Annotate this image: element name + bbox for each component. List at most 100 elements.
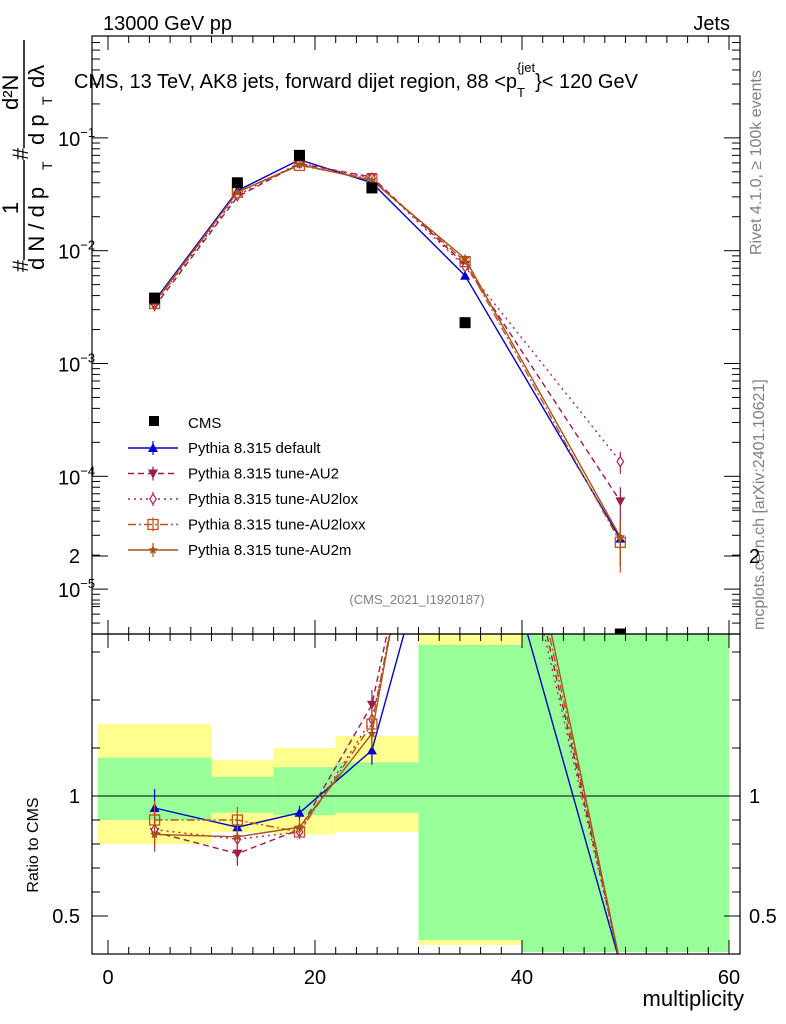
y-tick-label-base-1: 10	[58, 467, 80, 489]
y-tick-label-base-2: 10	[58, 354, 80, 376]
ratio-plot-frame	[91, 633, 741, 955]
title-main-text: CMS, 13 TeV, AK8 jets, forward dijet reg…	[74, 71, 517, 93]
title-main: CMS, 13 TeV, AK8 jets, forward dijet reg…	[74, 60, 639, 100]
ratio-line-series-0	[154, 634, 619, 954]
y-label-one: 1	[0, 202, 23, 214]
ratio-tick-label-left-1: 1	[69, 786, 80, 808]
cms-data-point-1	[231, 177, 243, 189]
main-marker-series-4-1	[232, 187, 243, 197]
green-band-1	[211, 776, 274, 813]
x-tick-label-2: 40	[511, 967, 533, 989]
legend: CMS Pythia 8.315 default Pythia 8.315 tun…	[128, 415, 366, 559]
legend-label-cms: CMS	[188, 415, 221, 432]
ratio-uncertainty-bands	[92, 634, 740, 952]
ratio-marker-series-1-1	[232, 849, 243, 859]
ratio-marker-series-4-3	[367, 728, 377, 738]
main-marker-series-4-3	[367, 175, 377, 185]
legend-entry-series-2: Pythia 8.315 tune-AU2lox	[128, 491, 359, 508]
green-band-4	[418, 644, 522, 940]
legend-entry-series-3: Pythia 8.315 tune-AU2loxx	[128, 517, 366, 534]
ratio-marker-series-4-0	[149, 829, 160, 839]
analysis-id: (CMS_2021_I1920187)	[349, 592, 484, 607]
legend-label-series-2: Pythia 8.315 tune-AU2lox	[188, 491, 359, 508]
legend-entry-series-0: Pythia 8.315 default	[128, 440, 321, 457]
energy-label: 13000 GeV pp	[103, 13, 232, 35]
main-marker-series-1-5	[615, 497, 626, 507]
mcplots-label: mcplots.cern.ch [arXiv:2401.10621]	[751, 379, 768, 630]
ratio-tick-label-left-2: 2	[69, 546, 80, 568]
y-label-numerator-den-sub: T	[39, 96, 55, 105]
x-tick-label-1: 20	[304, 967, 326, 989]
y-label-denominator: d N / d p	[24, 187, 49, 270]
ratio-marker-series-4-2	[294, 822, 305, 832]
main-line-series-2	[154, 162, 621, 463]
legend-marker-series-2	[149, 492, 157, 506]
y-tick-label-exp-3: −2	[80, 238, 95, 253]
cms-data-point-4	[459, 317, 471, 329]
y-label-lead: #	[8, 259, 33, 272]
title-sup: {jet	[517, 60, 535, 75]
cms-data-point-2	[293, 149, 305, 161]
y-tick-label-0: 10−5	[58, 576, 95, 602]
y-tick-label-base-3: 10	[58, 242, 80, 264]
legend-marker-cms	[149, 416, 159, 426]
cms-data-point-3	[366, 182, 378, 194]
y-label-denominator-sub: T	[39, 161, 55, 170]
legend-label-series-1: Pythia 8.315 tune-AU2	[188, 466, 339, 483]
ratio-tick-label-right-2: 2	[749, 546, 760, 568]
x-tick-label-3: 60	[718, 967, 740, 989]
y-tick-label-base-0: 10	[58, 580, 80, 602]
legend-marker-series-0	[148, 443, 158, 452]
main-marker-series-4-5	[615, 531, 626, 541]
main-marker-series-4-4	[460, 253, 470, 263]
y-tick-label-4: 10−1	[58, 125, 95, 151]
legend-series: Pythia 8.315 default Pythia 8.315 tune-AU…	[128, 440, 366, 559]
x-axis-label: multiplicity	[643, 986, 744, 1011]
legend-entry-series-4: Pythia 8.315 tune-AU2m	[128, 542, 351, 559]
y-tick-label-exp-4: −1	[80, 125, 95, 140]
y-tick-label-exp-0: −5	[80, 576, 95, 591]
cms-data-point-5	[614, 628, 626, 634]
y-tick-label-3: 10−2	[58, 238, 95, 264]
cms-data-point-0	[149, 292, 161, 304]
main-marker-series-4-2	[294, 159, 305, 169]
ratio-tick-label-left-0: 0.5	[52, 906, 80, 928]
legend-label-series-4: Pythia 8.315 tune-AU2m	[188, 542, 351, 559]
main-line-series-1	[154, 162, 621, 502]
ratio-line-series-1	[154, 634, 619, 954]
legend-label-series-0: Pythia 8.315 default	[188, 440, 321, 457]
legend-marker-series-3	[147, 518, 159, 531]
y-label-numerator-den: d p	[24, 114, 49, 145]
y-label-numerator: d²N	[0, 75, 23, 110]
plot-title: CMS, 13 TeV, AK8 jets, forward dijet reg…	[74, 60, 639, 100]
y-label-numerator-den-tail: dλ	[24, 65, 49, 88]
ratio-y-label: Ratio to CMS	[25, 797, 42, 892]
main-line-series-0	[154, 158, 621, 540]
ratio-tick-label-right-1: 1	[749, 786, 760, 808]
legend-entry-series-1: Pythia 8.315 tune-AU2	[128, 466, 339, 483]
y-label-hash: #	[8, 147, 33, 160]
main-line-series-4	[154, 163, 621, 538]
ratio-marker-series-0-3	[366, 745, 377, 755]
y-tick-label-exp-2: −3	[80, 350, 95, 365]
y-tick-label-2: 10−3	[58, 350, 95, 376]
green-band-3	[335, 762, 419, 813]
title-sub: T	[517, 85, 525, 100]
ratio-marker-series-0-2	[294, 807, 305, 817]
ratio-series	[148, 634, 619, 954]
process-label: Jets	[693, 13, 730, 35]
ratio-line-series-4	[154, 634, 619, 954]
legend-marker-series-1	[148, 469, 158, 479]
main-marker-series-0-4	[460, 270, 471, 280]
legend-label-series-3: Pythia 8.315 tune-AU2loxx	[188, 517, 366, 534]
y-tick-label-base-4: 10	[58, 129, 80, 151]
y-tick-label-1: 10−4	[58, 463, 95, 489]
ratio-line-series-3	[154, 634, 619, 954]
x-tick-label-0: 0	[102, 967, 113, 989]
main-y-label: # 1 d N / d p T # d²N d p T dλ	[0, 40, 55, 272]
title-tail: }< 120 GeV	[535, 71, 639, 93]
ratio-tick-label-right-0: 0.5	[749, 906, 777, 928]
main-marker-series-2-5	[616, 455, 625, 468]
